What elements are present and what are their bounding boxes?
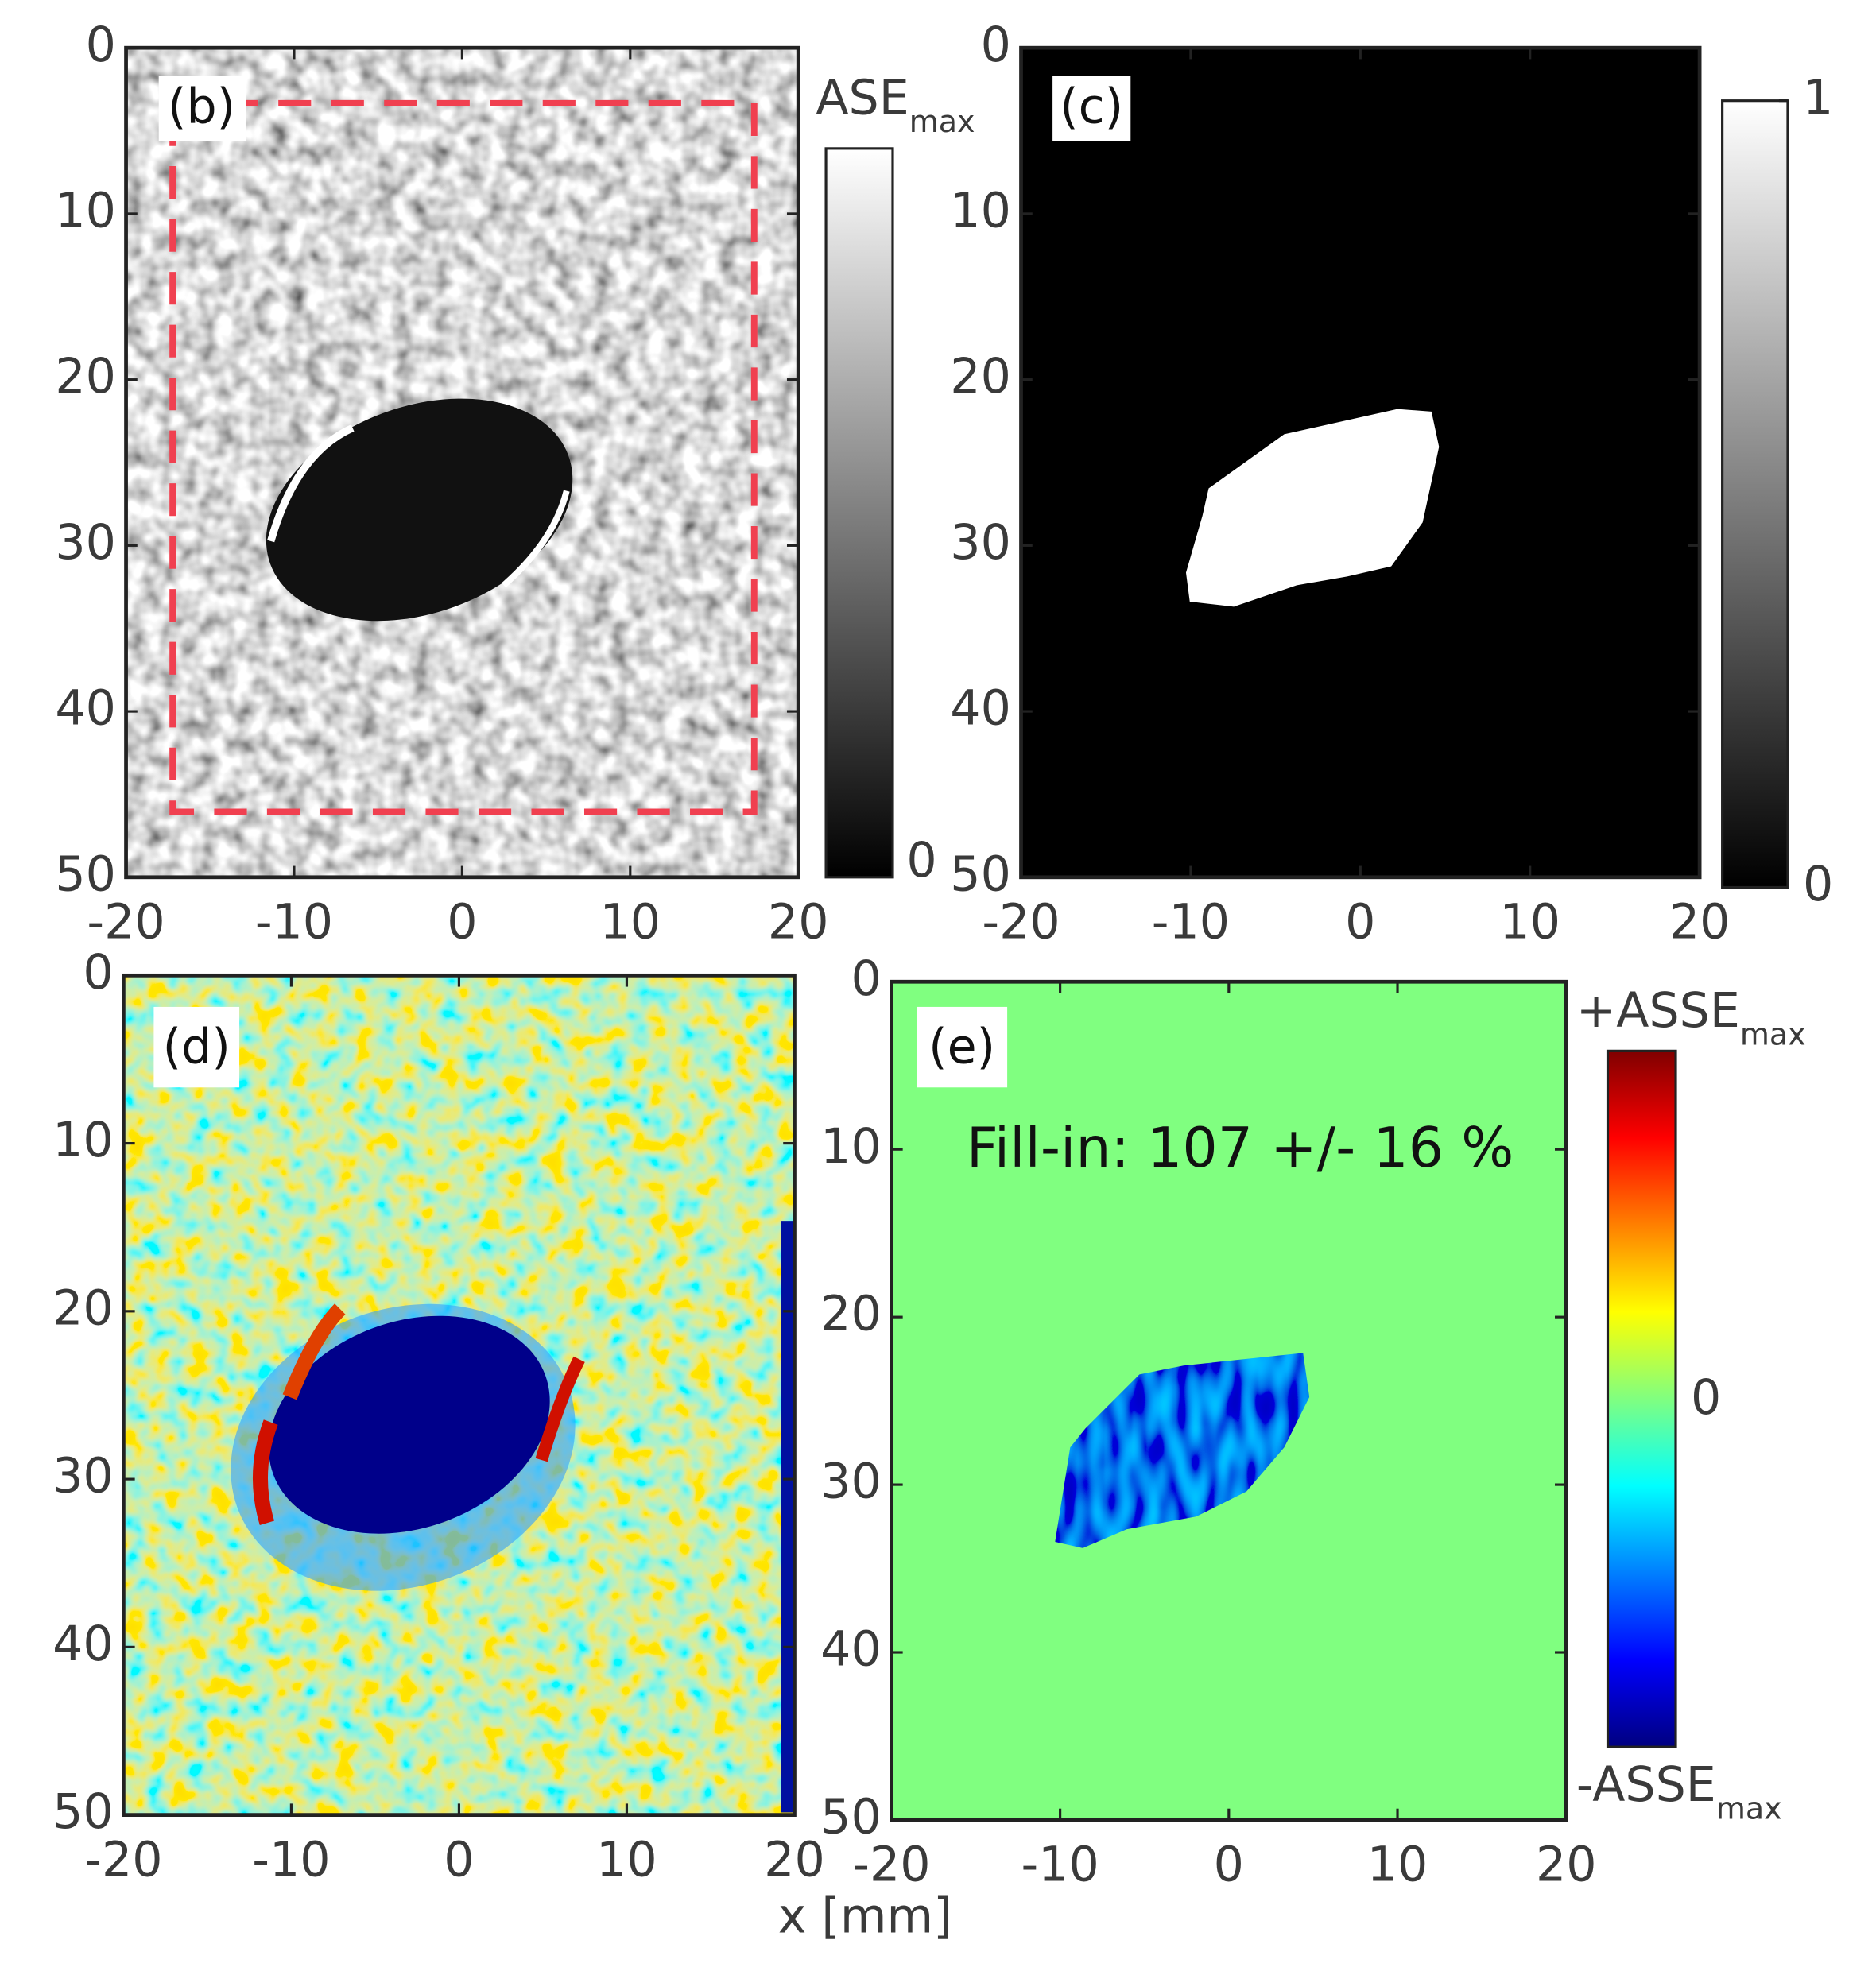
x-tick-label: -20 — [87, 895, 165, 951]
mask — [1185, 409, 1440, 607]
x-tick-label: -20 — [852, 1837, 930, 1893]
streak — [282, 1303, 346, 1400]
y-tick-label: 50 — [820, 1790, 882, 1845]
y-tick-label: 0 — [851, 951, 881, 1007]
y-tick-label: 40 — [52, 1617, 114, 1672]
x-tick-label: 0 — [444, 1832, 474, 1888]
edge — [267, 424, 355, 543]
y-tick-label: 40 — [950, 681, 1011, 737]
y-tick-label: 20 — [52, 1280, 114, 1336]
x-tick-label: -10 — [252, 1832, 330, 1888]
x-tick-label: 20 — [1669, 895, 1731, 951]
y-tick-label: 30 — [950, 515, 1011, 571]
panel-label: (b) — [168, 79, 235, 134]
y-tick-label: 20 — [820, 1287, 882, 1342]
label-text: +ASSE — [1576, 982, 1740, 1038]
label-sub: max — [1716, 1791, 1782, 1826]
x-tick-label: 0 — [1345, 895, 1375, 951]
y-tick-label: 0 — [981, 17, 1011, 73]
colorbar-title-text: ASE — [816, 70, 909, 126]
y-tick-label: 40 — [820, 1622, 882, 1678]
colorbar-c — [1721, 99, 1789, 889]
x-tick-label: -10 — [255, 895, 333, 951]
panel-label: (c) — [1060, 79, 1123, 134]
colorbar-e — [1606, 1049, 1677, 1748]
streak — [252, 1419, 278, 1525]
colorbar-tick-label: 0 — [1691, 1370, 1721, 1426]
y-tick-label: 50 — [52, 1784, 114, 1840]
label-sub: max — [1740, 1016, 1806, 1051]
y-tick-label: 20 — [950, 349, 1011, 405]
y-tick-label: 0 — [83, 945, 113, 1001]
x-tick-label: 20 — [764, 1832, 825, 1888]
x-tick-label: -10 — [1152, 895, 1230, 951]
roi-box — [169, 99, 758, 815]
x-tick-label: 10 — [600, 895, 661, 951]
image-b — [126, 48, 799, 877]
edge-strip — [781, 1221, 795, 1813]
colorbar-tick-label: 0 — [1803, 857, 1833, 912]
x-tick-label: 20 — [768, 895, 829, 951]
x-tick-label: 10 — [1367, 1837, 1428, 1893]
x-tick-label: 10 — [1499, 895, 1560, 951]
panel-label-box — [158, 76, 246, 141]
inclusion — [266, 398, 573, 622]
edge — [502, 490, 570, 588]
annotation: Fill-in: 107 +/- 16 % — [967, 1116, 1514, 1180]
y-tick-label: 10 — [52, 1113, 114, 1168]
x-tick-label: -20 — [84, 1832, 162, 1888]
streak — [535, 1356, 585, 1462]
x-tick-label: 10 — [596, 1832, 657, 1888]
x-tick-label: 20 — [1536, 1837, 1597, 1893]
panel-label-box — [1052, 76, 1131, 141]
y-tick-label: 0 — [86, 17, 116, 73]
x-tick-label: 0 — [1214, 1837, 1244, 1893]
colorbar-tick-label: 1 — [1803, 70, 1833, 126]
panel-label-box — [153, 1006, 240, 1088]
panel-label: (e) — [928, 1019, 995, 1075]
y-tick-label: 30 — [52, 1449, 114, 1504]
image-d — [123, 975, 795, 1815]
y-tick-label: 10 — [55, 183, 116, 238]
y-tick-label: 20 — [55, 349, 116, 405]
y-tick-label: 30 — [820, 1454, 882, 1510]
x-tick-label: 0 — [447, 895, 477, 951]
x-tick-label: -10 — [1021, 1837, 1099, 1893]
y-tick-label: 10 — [820, 1119, 882, 1175]
panel-label: (d) — [163, 1019, 231, 1075]
y-tick-label: 30 — [55, 515, 116, 571]
panel-label-box — [917, 1006, 1008, 1088]
x-axis-label: x [mm] — [778, 1889, 952, 1945]
colorbar-bottom-label: -ASSEmax — [1576, 1756, 1782, 1825]
label-text: -ASSE — [1576, 1756, 1716, 1812]
colorbar-tick-label: 0 — [906, 833, 936, 889]
colorbar-b — [824, 147, 894, 879]
y-tick-label: 10 — [950, 183, 1011, 238]
y-tick-label: 50 — [950, 846, 1011, 902]
y-tick-label: 50 — [55, 846, 116, 902]
inclusion — [269, 1315, 550, 1534]
y-tick-label: 40 — [55, 681, 116, 737]
colorbar-title: ASEmax — [816, 70, 975, 138]
x-tick-label: -20 — [982, 895, 1060, 951]
colorbar-top-label: +ASSEmax — [1576, 982, 1806, 1051]
colorbar-title-sub: max — [909, 104, 975, 139]
